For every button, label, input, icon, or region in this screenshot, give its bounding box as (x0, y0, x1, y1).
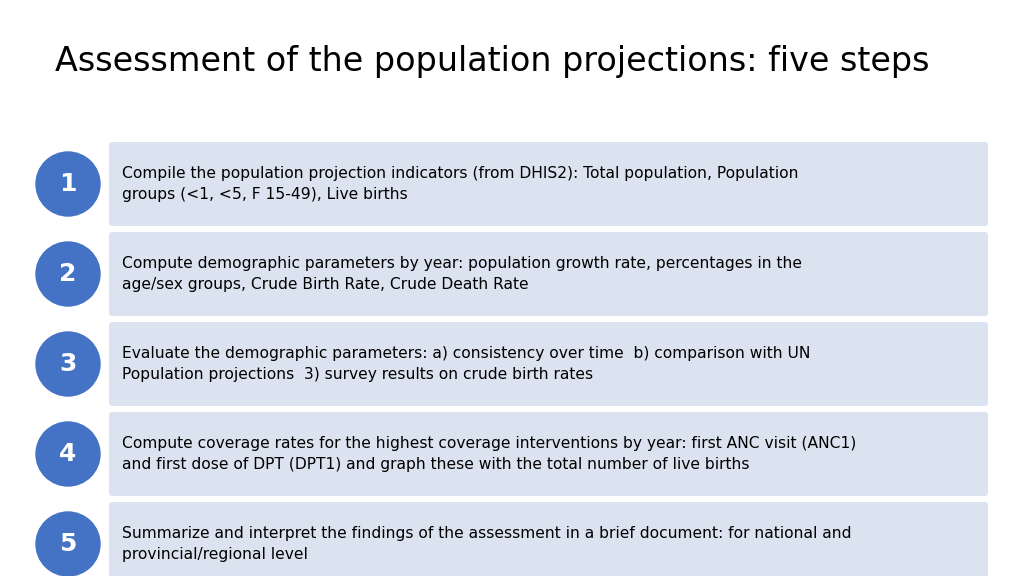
Text: 3: 3 (59, 352, 77, 376)
Text: Compile the population projection indicators (from DHIS2): Total population, Pop: Compile the population projection indica… (122, 166, 799, 202)
FancyBboxPatch shape (109, 142, 988, 226)
Text: Summarize and interpret the findings of the assessment in a brief document: for : Summarize and interpret the findings of … (122, 526, 852, 562)
Circle shape (36, 152, 100, 216)
Text: Assessment of the population projections: five steps: Assessment of the population projections… (55, 45, 930, 78)
Text: 4: 4 (59, 442, 77, 466)
Text: 1: 1 (59, 172, 77, 196)
Text: 5: 5 (59, 532, 77, 556)
Text: Evaluate the demographic parameters: a) consistency over time  b) comparison wit: Evaluate the demographic parameters: a) … (122, 346, 810, 382)
Circle shape (36, 512, 100, 576)
Circle shape (36, 332, 100, 396)
Circle shape (36, 422, 100, 486)
Text: Compute demographic parameters by year: population growth rate, percentages in t: Compute demographic parameters by year: … (122, 256, 802, 292)
FancyBboxPatch shape (109, 232, 988, 316)
FancyBboxPatch shape (109, 502, 988, 576)
FancyBboxPatch shape (109, 322, 988, 406)
Circle shape (36, 242, 100, 306)
FancyBboxPatch shape (109, 412, 988, 496)
Text: 2: 2 (59, 262, 77, 286)
Text: Compute coverage rates for the highest coverage interventions by year: first ANC: Compute coverage rates for the highest c… (122, 436, 856, 472)
